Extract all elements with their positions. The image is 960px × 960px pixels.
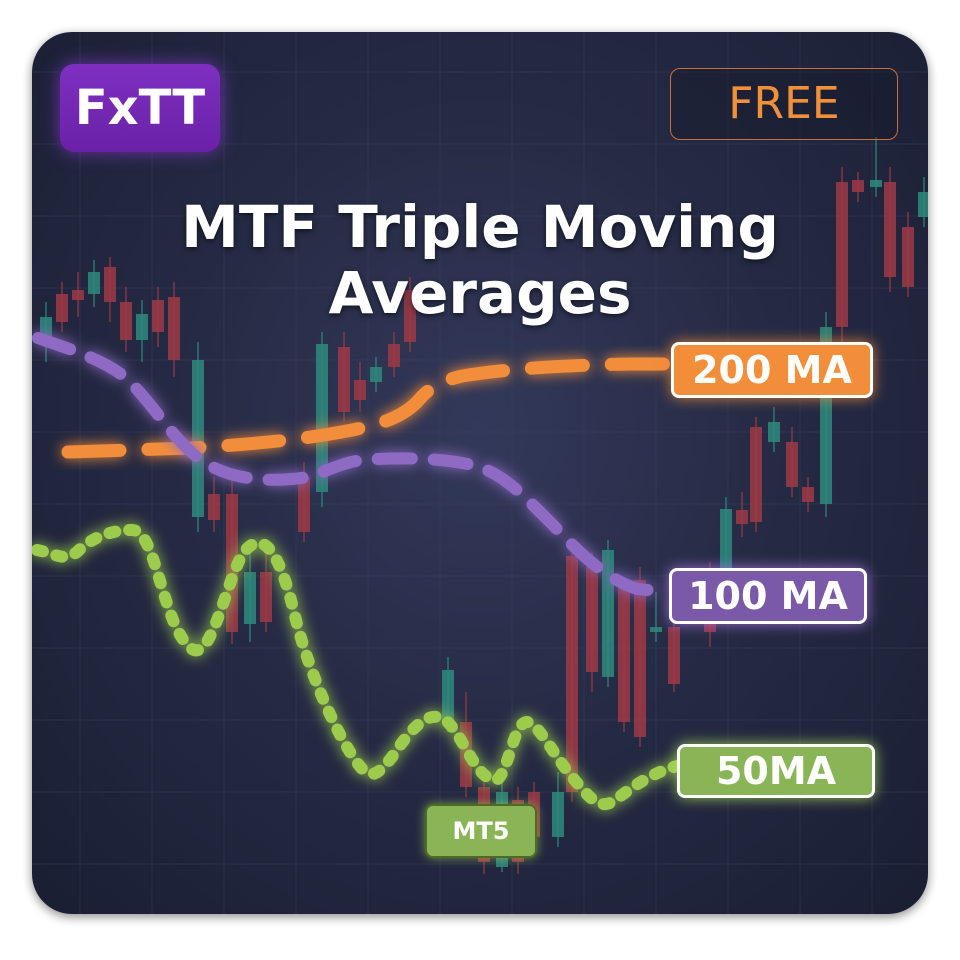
ma-100-label: 100 MA bbox=[669, 568, 867, 624]
candle-body bbox=[802, 487, 814, 502]
candle-body bbox=[884, 182, 896, 277]
promo-card: FxTT FREE MTF Triple Moving Averages 200… bbox=[32, 32, 928, 914]
page-title: MTF Triple Moving Averages bbox=[181, 193, 779, 327]
candle-body bbox=[836, 182, 848, 327]
candle-body bbox=[552, 792, 564, 837]
candle-body bbox=[260, 572, 272, 622]
ma-200-line bbox=[61, 357, 679, 459]
candle-body bbox=[208, 494, 220, 520]
candle-body bbox=[566, 556, 578, 792]
candle-body bbox=[354, 380, 366, 400]
free-badge: FREE bbox=[670, 68, 898, 140]
candle-body bbox=[918, 192, 928, 217]
candle-body bbox=[338, 347, 350, 412]
candle-body bbox=[586, 567, 598, 672]
candle-body bbox=[618, 587, 630, 722]
candle-body bbox=[750, 427, 762, 522]
ma-100-line bbox=[32, 332, 675, 598]
candle-body bbox=[650, 627, 662, 632]
candle-body bbox=[736, 510, 748, 524]
ma-50-label: 50MA bbox=[677, 744, 875, 798]
candle-body bbox=[168, 297, 180, 360]
candle-body bbox=[104, 267, 116, 302]
candle-body bbox=[634, 580, 646, 737]
candle-body bbox=[136, 314, 148, 340]
candle-body bbox=[768, 422, 780, 442]
mt5-badge: MT5 bbox=[425, 804, 537, 858]
candle-body bbox=[870, 180, 882, 187]
candle-body bbox=[244, 572, 256, 624]
candle-body bbox=[56, 294, 68, 322]
candle-body bbox=[316, 344, 328, 492]
candle-body bbox=[120, 302, 132, 340]
candle-body bbox=[852, 180, 864, 192]
candle-body bbox=[298, 477, 310, 532]
ma-50-line bbox=[32, 523, 683, 810]
candle-body bbox=[404, 290, 416, 342]
candle-body bbox=[370, 367, 382, 382]
fxtt-logo: FxTT bbox=[60, 64, 220, 152]
candle-body bbox=[388, 344, 400, 367]
candle-body bbox=[668, 627, 680, 684]
candle-body bbox=[442, 670, 454, 722]
candle-body bbox=[602, 550, 614, 677]
candle-body bbox=[72, 290, 84, 300]
candle-body bbox=[152, 300, 164, 332]
candle-body bbox=[902, 227, 914, 287]
candle-body bbox=[88, 272, 100, 294]
candle-body bbox=[786, 442, 798, 487]
ma-200-label: 200 MA bbox=[671, 342, 873, 398]
candle-body bbox=[192, 360, 204, 517]
